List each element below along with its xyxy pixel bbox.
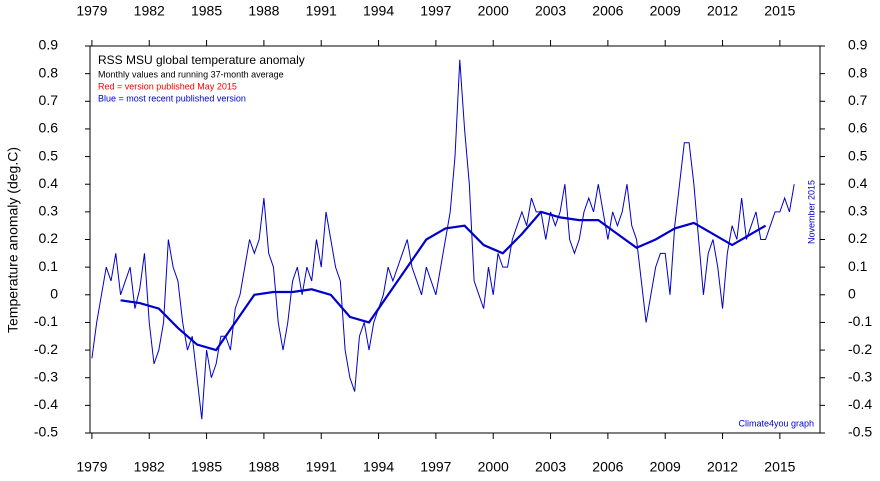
y2-tick-label: 0.4 (848, 175, 868, 191)
y-tick-label: -0.1 (34, 313, 58, 329)
x-tick-label: 1997 (420, 459, 451, 475)
x-tick-label-top: 2009 (650, 3, 681, 19)
x-tick-label: 2006 (592, 459, 623, 475)
y2-tick-label: 0.2 (848, 230, 868, 246)
x-tick-label: 2015 (764, 459, 795, 475)
subtitle: Monthly values and running 37-month aver… (98, 69, 284, 79)
y-tick-label: 0 (50, 285, 58, 301)
x-tick-label: 1982 (134, 459, 165, 475)
y2-tick-label: -0.3 (848, 368, 872, 384)
annotation: November 2015 (806, 180, 816, 244)
x-tick-label-top: 1985 (191, 3, 222, 19)
x-tick-label: 2000 (478, 459, 509, 475)
annotation: Red = version published May 2015 (98, 81, 237, 91)
data-line (120, 210, 767, 352)
y-tick-label: 0.7 (39, 92, 59, 108)
x-tick-label-top: 2012 (707, 3, 738, 19)
annotation: Blue = most recent published version (98, 93, 246, 103)
chart-title: RSS MSU global temperature anomaly (98, 53, 305, 67)
x-tick-label-top: 2006 (592, 3, 623, 19)
y-tick-label: -0.5 (34, 424, 58, 440)
y-axis-label: Temperature anomaly (deg.C) (5, 147, 21, 333)
y2-tick-label: 0.6 (848, 120, 868, 136)
y-tick-label: 0.4 (39, 175, 59, 191)
x-tick-label: 2003 (535, 459, 566, 475)
y2-tick-label: 0.9 (848, 37, 868, 53)
y-tick-label: -0.4 (34, 396, 58, 412)
x-tick-label: 1991 (306, 459, 337, 475)
y-tick-label: 0.5 (39, 147, 59, 163)
y2-tick-label: -0.4 (848, 396, 872, 412)
x-tick-label-top: 1997 (420, 3, 451, 19)
y2-tick-label: 0.3 (848, 203, 868, 219)
x-tick-label-top: 2000 (478, 3, 509, 19)
y2-tick-label: 0.1 (848, 258, 868, 274)
y2-tick-label: -0.2 (848, 341, 872, 357)
x-tick-label-top: 1988 (248, 3, 279, 19)
x-tick-label: 2009 (650, 459, 681, 475)
x-tick-label: 1988 (248, 459, 279, 475)
annotation: Climate4you graph (738, 418, 814, 428)
y-tick-label: 0.1 (39, 258, 59, 274)
x-tick-label: 2012 (707, 459, 738, 475)
y2-tick-label: 0 (848, 285, 856, 301)
x-tick-label-top: 1982 (134, 3, 165, 19)
x-tick-label: 1994 (363, 459, 394, 475)
x-tick-label-top: 2003 (535, 3, 566, 19)
x-tick-label: 1979 (76, 459, 107, 475)
x-tick-label-top: 1979 (76, 3, 107, 19)
y2-tick-label: 0.5 (848, 147, 868, 163)
x-tick-label-top: 1991 (306, 3, 337, 19)
x-tick-label: 1985 (191, 459, 222, 475)
x-tick-label-top: 2015 (764, 3, 795, 19)
y-tick-label: 0.3 (39, 203, 59, 219)
data-line (91, 59, 795, 420)
y2-tick-label: -0.1 (848, 313, 872, 329)
y-tick-label: -0.2 (34, 341, 58, 357)
y-tick-label: 0.9 (39, 37, 59, 53)
y-tick-label: 0.2 (39, 230, 59, 246)
y2-tick-label: 0.8 (848, 64, 868, 80)
y2-tick-label: -0.5 (848, 424, 872, 440)
y2-tick-label: 0.7 (848, 92, 868, 108)
y-tick-label: 0.8 (39, 64, 59, 80)
y-tick-label: 0.6 (39, 120, 59, 136)
x-tick-label-top: 1994 (363, 3, 394, 19)
plot-frame (89, 45, 821, 434)
y-tick-label: -0.3 (34, 368, 58, 384)
